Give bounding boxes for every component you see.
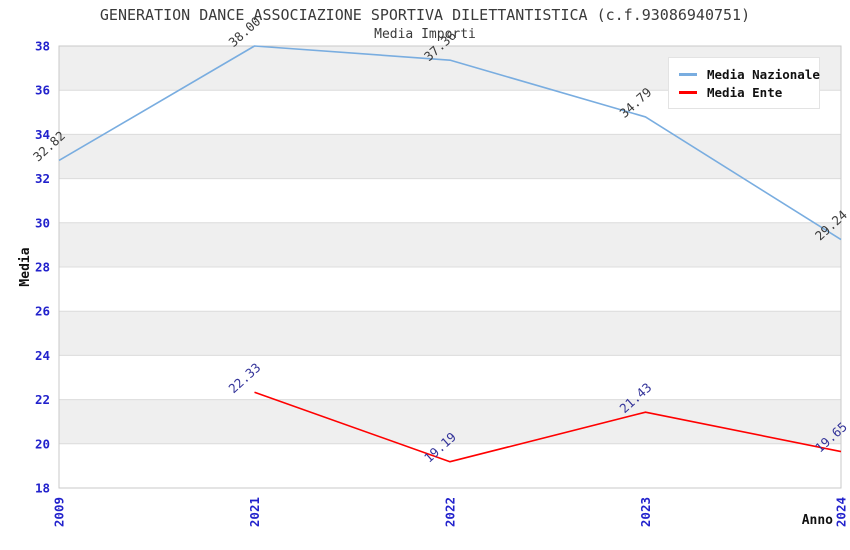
x-tick-label: 2024	[834, 497, 849, 527]
series-line-media-nazionale	[58, 45, 842, 241]
x-tick-label: 2023	[638, 497, 653, 527]
grid-band	[59, 399, 841, 444]
series-line-media-ente	[254, 391, 842, 463]
x-tick-label: 2009	[52, 497, 67, 527]
grid-band	[59, 355, 841, 400]
legend-item-media-nazionale: Media Nazionale	[679, 66, 820, 82]
legend-swatch-media-nazionale	[679, 72, 697, 76]
y-tick-label: 30	[35, 215, 50, 230]
chart-subtitle: Media Importi	[374, 27, 476, 42]
x-tick-label: 2021	[247, 497, 262, 527]
y-tick-label: 20	[35, 436, 50, 451]
y-tick-label: 36	[35, 83, 50, 98]
grid-band	[59, 443, 841, 488]
legend-label: Media Nazionale	[707, 66, 820, 82]
grid-band	[59, 267, 841, 312]
grid-band	[59, 134, 841, 179]
y-tick-label: 32	[35, 171, 50, 186]
y-tick-label: 38	[35, 39, 50, 54]
data-label: 38.00	[225, 13, 263, 49]
legend: Media Nazionale Media Ente	[668, 57, 820, 109]
y-tick-label: 22	[35, 392, 50, 407]
grid-band	[59, 178, 841, 223]
y-axis-title: Media	[18, 247, 33, 286]
y-tick-label: 34	[35, 127, 50, 142]
y-tick-label: 26	[35, 304, 50, 319]
y-tick-label: 18	[35, 481, 50, 496]
plot-border	[58, 45, 842, 489]
legend-item-media-ente: Media Ente	[679, 84, 811, 100]
grid-band	[59, 222, 841, 267]
y-tick-label: 24	[35, 348, 50, 363]
legend-swatch-media-ente	[679, 90, 697, 94]
x-axis-title: Anno	[802, 513, 833, 528]
grid-band	[59, 311, 841, 356]
y-tick-label: 28	[35, 260, 50, 275]
chart-title: GENERATION DANCE ASSOCIAZIONE SPORTIVA D…	[99, 6, 751, 24]
x-tick-label: 2022	[443, 497, 458, 527]
legend-label: Media Ente	[707, 84, 783, 100]
